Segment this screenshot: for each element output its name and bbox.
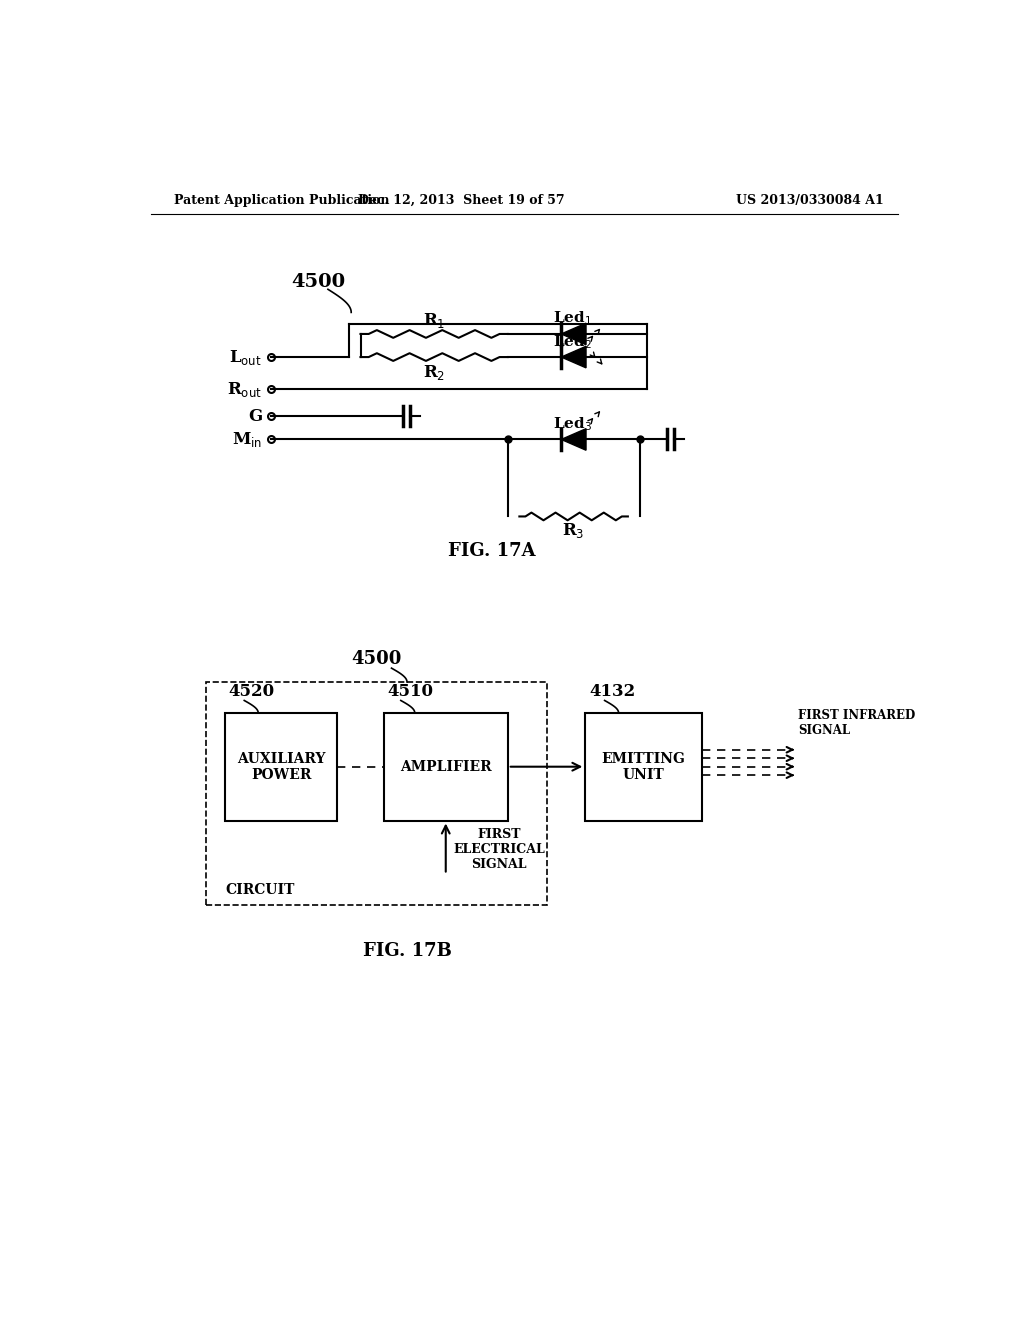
Polygon shape <box>561 323 586 345</box>
Text: Led$_2$: Led$_2$ <box>553 333 592 351</box>
Text: Led$_1$: Led$_1$ <box>553 310 592 327</box>
Text: CIRCUIT: CIRCUIT <box>225 883 294 896</box>
Text: 4132: 4132 <box>589 682 635 700</box>
Text: FIG. 17A: FIG. 17A <box>449 543 536 560</box>
Bar <box>586 713 701 821</box>
Text: AUXILIARY
POWER: AUXILIARY POWER <box>237 751 326 781</box>
Text: R$_2$: R$_2$ <box>423 363 445 381</box>
Text: G: G <box>248 408 262 425</box>
Bar <box>384 713 508 821</box>
Polygon shape <box>561 429 586 450</box>
Text: 4510: 4510 <box>388 682 433 700</box>
Bar <box>225 713 337 821</box>
Text: 4500: 4500 <box>351 649 401 668</box>
Text: L$_{\rm out}$: L$_{\rm out}$ <box>229 347 262 367</box>
Text: 4520: 4520 <box>228 682 274 700</box>
Text: Led$_3$: Led$_3$ <box>553 416 592 433</box>
Text: US 2013/0330084 A1: US 2013/0330084 A1 <box>736 194 884 207</box>
Text: M$_{\rm in}$: M$_{\rm in}$ <box>231 430 262 449</box>
Polygon shape <box>561 346 586 368</box>
Text: R$_1$: R$_1$ <box>423 310 445 330</box>
Text: R$_3$: R$_3$ <box>562 521 585 540</box>
Text: Dec. 12, 2013  Sheet 19 of 57: Dec. 12, 2013 Sheet 19 of 57 <box>358 194 564 207</box>
Text: FIG. 17B: FIG. 17B <box>362 942 452 961</box>
Text: 4500: 4500 <box>291 273 345 290</box>
Text: Patent Application Publication: Patent Application Publication <box>174 194 390 207</box>
Text: R$_{\rm out}$: R$_{\rm out}$ <box>227 380 262 399</box>
Text: AMPLIFIER: AMPLIFIER <box>400 760 492 774</box>
Text: FIRST
ELECTRICAL
SIGNAL: FIRST ELECTRICAL SIGNAL <box>454 829 545 871</box>
Text: FIRST INFRARED
SIGNAL: FIRST INFRARED SIGNAL <box>799 709 915 737</box>
Bar <box>206 682 547 906</box>
Text: EMITTING
UNIT: EMITTING UNIT <box>601 751 685 781</box>
